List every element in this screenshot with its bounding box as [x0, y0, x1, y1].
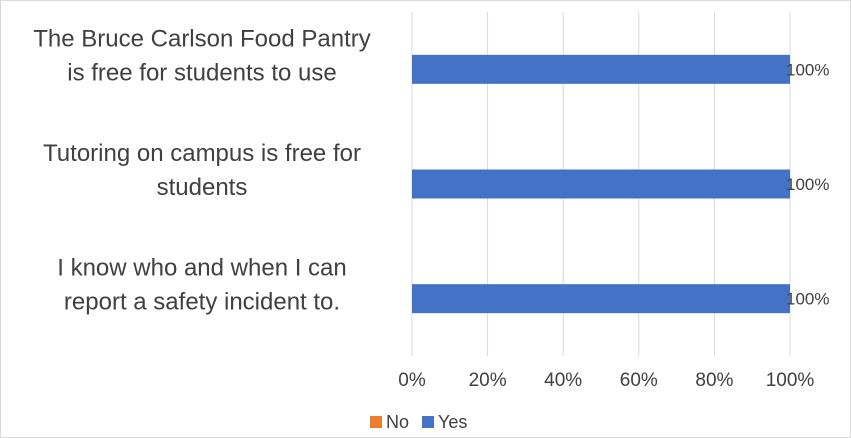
category-label: The Bruce Carlson Food Pantry	[33, 25, 371, 52]
data-label: 100%	[786, 60, 829, 79]
legend-label-yes: Yes	[438, 412, 467, 432]
bar-yes	[412, 54, 790, 84]
category-label: report a safety incident to.	[64, 289, 340, 316]
x-tick-label: 80%	[695, 370, 733, 391]
bar-yes	[412, 169, 790, 199]
legend-swatch-no	[370, 416, 382, 428]
category-label: Tutoring on campus is free for	[43, 140, 361, 167]
x-tick-label: 0%	[398, 370, 426, 391]
x-tick-label: 100%	[766, 370, 815, 391]
category-label: students	[157, 174, 248, 201]
bar-yes	[412, 284, 790, 314]
legend-label-no: No	[386, 412, 409, 432]
x-tick-label: 40%	[544, 370, 582, 391]
data-label: 100%	[786, 290, 829, 309]
category-label: is free for students to use	[67, 59, 336, 86]
x-tick-label: 20%	[469, 370, 507, 391]
legend-swatch-yes	[422, 416, 434, 428]
category-label: I know who and when I can	[57, 255, 347, 282]
x-tick-label: 60%	[620, 370, 658, 391]
data-label: 100%	[786, 175, 829, 194]
